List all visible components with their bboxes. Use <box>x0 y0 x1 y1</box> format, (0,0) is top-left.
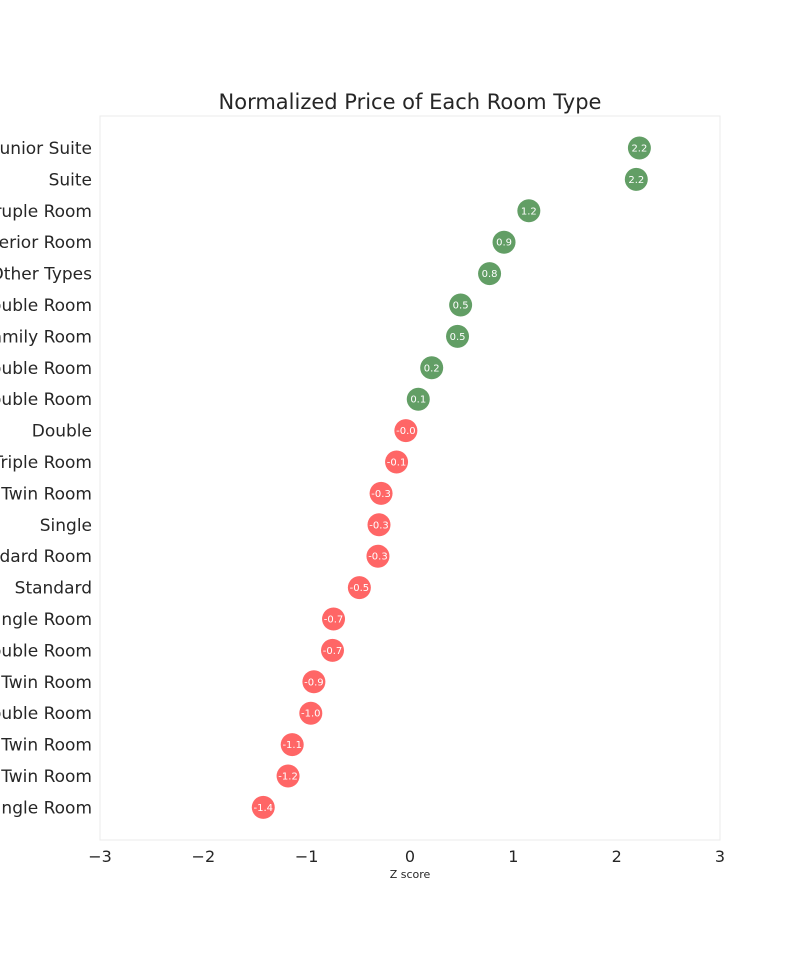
data-point <box>406 387 430 411</box>
x-tick-label: 2 <box>612 847 622 866</box>
data-point <box>517 199 541 223</box>
data-label: -0.3 <box>369 520 389 531</box>
x-tick-label: 1 <box>508 847 518 866</box>
y-tick-label: Single <box>40 516 92 536</box>
y-tick-label: Basic Twin Room <box>0 767 92 787</box>
data-label: 1.2 <box>521 206 537 217</box>
data-point <box>367 513 391 537</box>
data-point <box>446 324 470 348</box>
y-tick-label: Family Room <box>0 327 92 347</box>
data-label: -0.1 <box>387 458 407 469</box>
y-tick-label: Standard Twin Room <box>0 673 92 693</box>
data-point <box>280 733 304 757</box>
data-points: 2.2 2.2 1.2 0.9 0.8 0.5 0.5 0.2 0.1 -0.0 -0.1 -0.3 -… <box>251 136 651 819</box>
y-tick-label: Superior Room <box>0 233 92 253</box>
data-point <box>251 795 275 819</box>
data-label: -0.7 <box>324 615 344 626</box>
y-tick-label: Standard <box>15 579 92 599</box>
data-label: -0.9 <box>304 677 324 688</box>
data-label: 0.9 <box>496 238 512 249</box>
y-tick-label: Suite <box>49 170 92 190</box>
y-tick-label: Deluxe Double Room <box>0 296 92 316</box>
data-point <box>321 638 344 662</box>
x-tick-label: 3 <box>715 847 725 866</box>
data-point <box>624 167 648 191</box>
data-label: 0.1 <box>410 395 426 406</box>
y-tick-label: Other Types <box>0 265 92 285</box>
data-point <box>299 701 323 725</box>
data-point <box>276 764 300 788</box>
y-tick-label: Twin Room <box>0 484 92 504</box>
data-point <box>394 419 418 443</box>
chart-title: Normalized Price of Each Room Type <box>219 90 602 114</box>
y-tick-label: Standard Room <box>0 547 92 567</box>
y-tick-labels: Junior Suite Suite Quadruple Room Superior … <box>0 139 92 818</box>
data-label: 2.2 <box>628 175 644 186</box>
y-tick-label: Economy Double Room <box>0 704 92 724</box>
plot-area-frame <box>99 115 721 841</box>
data-point <box>449 293 473 317</box>
y-tick-label: Superior Double Room <box>0 359 92 379</box>
x-tick-label: −1 <box>295 847 319 866</box>
data-point <box>322 607 346 631</box>
data-label: -1.0 <box>301 709 321 720</box>
y-tick-label: Triple Room <box>0 453 92 473</box>
x-tick-labels: −3 −2 −1 0 1 2 3 <box>88 847 725 866</box>
x-tick-label: −2 <box>192 847 216 866</box>
x-tick-label: 0 <box>405 847 415 866</box>
y-tick-label: Single Room <box>0 610 92 630</box>
data-point <box>478 262 502 286</box>
data-label: -0.0 <box>396 426 416 437</box>
y-tick-label: Economy Twin Room <box>0 736 92 756</box>
data-point <box>302 670 326 694</box>
y-tick-label: Double Room <box>0 641 92 661</box>
data-label: -0.5 <box>350 583 370 594</box>
data-label: 2.2 <box>631 144 647 155</box>
data-label: 0.2 <box>424 363 440 374</box>
y-tick-label: Double <box>32 422 92 442</box>
data-label: -0.7 <box>323 646 343 657</box>
data-point <box>369 481 393 505</box>
y-tick-label: Economy Single Room <box>0 798 92 818</box>
y-tick-label: Junior Suite <box>0 139 92 159</box>
y-tick-label: Quadruple Room <box>0 202 92 222</box>
data-point <box>385 450 409 474</box>
data-label: -0.3 <box>368 552 388 563</box>
data-label: 0.8 <box>482 269 498 280</box>
data-label: 0.5 <box>453 301 469 312</box>
data-label: -1.2 <box>278 772 298 783</box>
data-point <box>420 356 444 380</box>
x-tick-label: −3 <box>88 847 112 866</box>
data-point <box>627 136 651 160</box>
data-label: -0.3 <box>371 489 391 500</box>
data-point <box>347 576 371 600</box>
data-point <box>492 230 516 254</box>
data-point <box>366 544 390 568</box>
y-tick-label: Standard Double Room <box>0 390 92 410</box>
data-label: -1.1 <box>282 740 302 751</box>
data-label: 0.5 <box>450 332 466 343</box>
data-label: -1.4 <box>254 803 274 814</box>
x-axis-label: Z score <box>390 868 431 881</box>
